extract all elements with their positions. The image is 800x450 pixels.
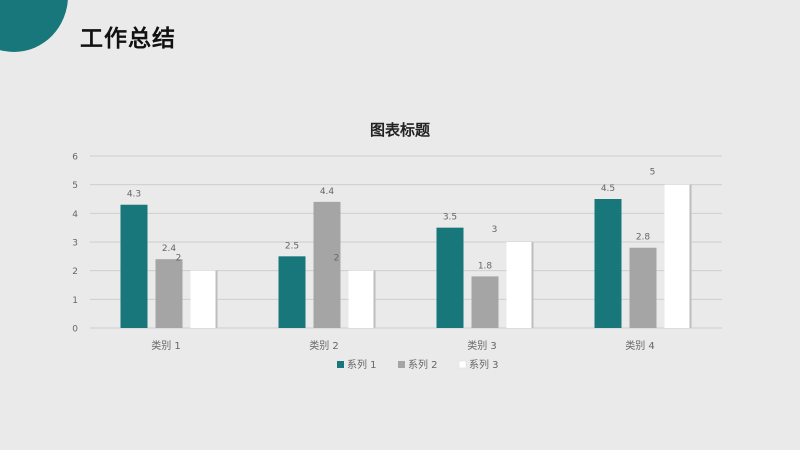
- bar-series2: [313, 201, 341, 328]
- bar-series2: [629, 247, 657, 328]
- data-label: 3: [492, 225, 498, 235]
- bar-series1: [436, 227, 464, 328]
- y-tick-label: 2: [72, 267, 78, 277]
- y-tick-label: 5: [72, 181, 78, 191]
- y-tick-label: 4: [72, 210, 78, 220]
- data-label: 4.3: [127, 190, 141, 200]
- data-label: 2: [334, 254, 340, 264]
- bar-series2: [155, 259, 183, 328]
- x-tick-label: 类别 2: [309, 339, 339, 352]
- bar-series3: [348, 270, 374, 328]
- legend-label: 系列 1: [347, 358, 377, 371]
- bar-shadow: [531, 242, 534, 328]
- bar-series3: [190, 270, 216, 328]
- legend-label: 系列 2: [408, 358, 438, 371]
- data-label: 2: [176, 254, 182, 264]
- bar-series1: [120, 204, 148, 328]
- data-label: 1.8: [478, 261, 493, 271]
- y-tick-label: 3: [72, 239, 78, 249]
- legend-swatch: [458, 360, 467, 369]
- data-label: 2.8: [636, 233, 651, 243]
- x-tick-label: 类别 1: [151, 339, 181, 352]
- data-label: 2.4: [162, 244, 177, 254]
- legend-swatch: [337, 361, 344, 368]
- y-tick-label: 1: [72, 296, 78, 306]
- bar-series3: [506, 242, 532, 328]
- data-label: 2.5: [285, 241, 299, 251]
- data-label: 4.4: [320, 187, 335, 197]
- bar-shadow: [373, 270, 376, 328]
- x-tick-label: 类别 3: [467, 339, 497, 352]
- x-tick-label: 类别 4: [625, 339, 655, 352]
- legend-swatch: [398, 361, 405, 368]
- y-tick-label: 0: [72, 325, 78, 335]
- slide-title: 工作总结: [80, 26, 176, 52]
- data-label: 3.5: [443, 213, 457, 223]
- bar-series1: [594, 199, 622, 328]
- bar-shadow: [689, 184, 692, 328]
- chart-title: 图表标题: [370, 121, 431, 139]
- bar-shadow: [215, 270, 218, 328]
- data-label: 5: [650, 168, 656, 178]
- legend-label: 系列 3: [469, 358, 499, 371]
- bar-series2: [471, 276, 499, 328]
- bar-series1: [278, 256, 306, 328]
- bar-series3: [664, 184, 690, 328]
- data-label: 4.5: [601, 184, 615, 194]
- y-tick-label: 6: [72, 153, 78, 163]
